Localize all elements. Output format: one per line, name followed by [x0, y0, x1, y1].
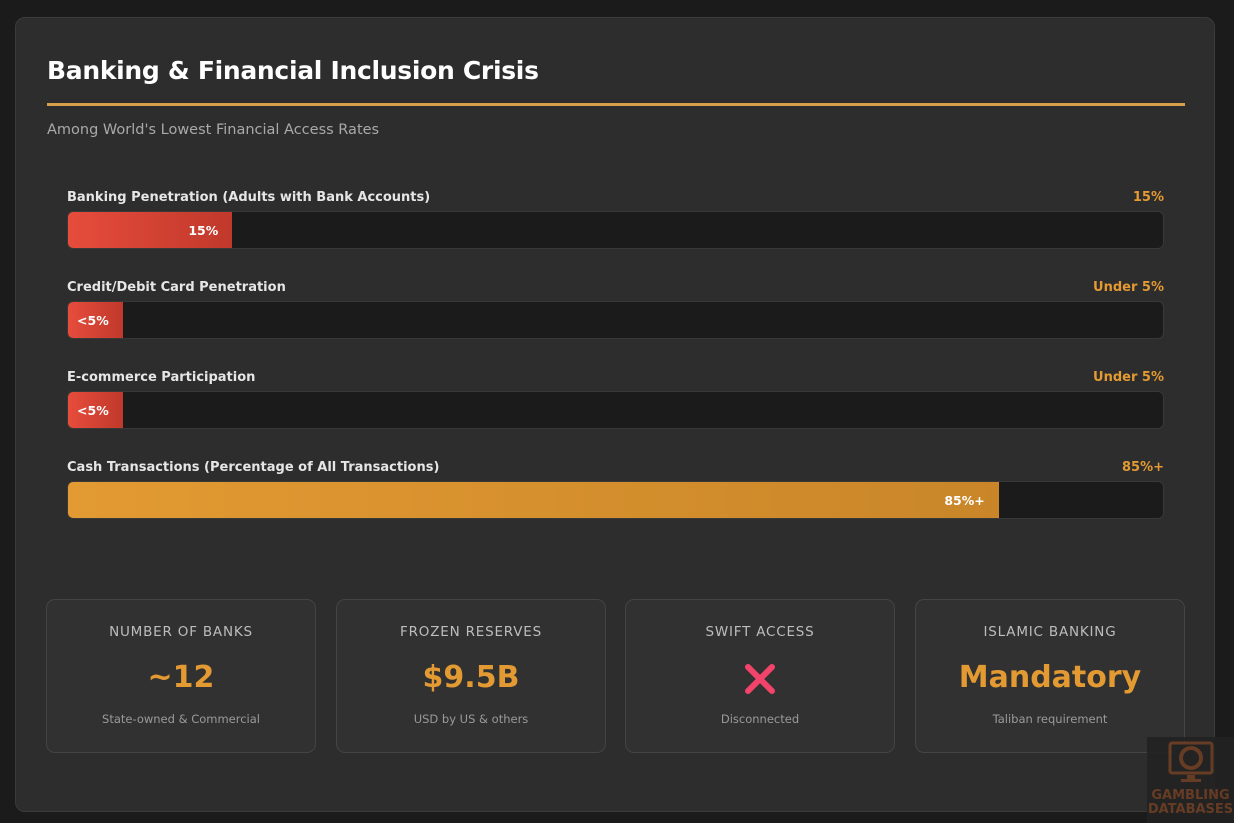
stat-desc: Taliban requirement — [992, 712, 1108, 726]
title-divider — [47, 103, 1185, 106]
progress-label: Cash Transactions (Percentage of All Tra… — [67, 460, 440, 475]
stat-desc: USD by US & others — [413, 712, 529, 726]
page-subtitle: Among World's Lowest Financial Access Ra… — [47, 122, 380, 138]
stat-frozen-reserves: FROZEN RESERVES $9.5B USD by US & others — [336, 599, 606, 753]
stat-swift-access: SWIFT ACCESS Disconnected — [625, 599, 895, 753]
stat-label: SWIFT ACCESS — [705, 624, 815, 640]
progress-fill: 85%+ — [68, 482, 999, 518]
progress-track: 85%+ — [67, 481, 1164, 519]
progress-value: Under 5% — [1093, 370, 1164, 385]
progress-label: Credit/Debit Card Penetration — [67, 280, 286, 295]
stat-islamic-banking: ISLAMIC BANKING Mandatory Taliban requir… — [915, 599, 1185, 753]
progress-track: 15% — [67, 211, 1164, 249]
progress-track: <5% — [67, 391, 1164, 429]
stat-value: Mandatory — [958, 660, 1142, 695]
stat-desc: Disconnected — [720, 712, 800, 726]
stat-number-of-banks: NUMBER OF BANKS ~12 State-owned & Commer… — [46, 599, 316, 753]
progress-value: 85%+ — [1121, 460, 1164, 475]
main-card: Banking & Financial Inclusion Crisis Amo… — [15, 17, 1215, 812]
progress-fill: 15% — [68, 212, 233, 248]
progress-track: <5% — [67, 301, 1164, 339]
watermark-logo: GAMBLING DATABASES — [1147, 737, 1234, 823]
progress-label: Banking Penetration (Adults with Bank Ac… — [67, 190, 431, 205]
stat-label: NUMBER OF BANKS — [109, 624, 253, 640]
cross-mark-icon — [626, 658, 894, 698]
stat-value: ~12 — [147, 660, 215, 695]
page-title: Banking & Financial Inclusion Crisis — [47, 56, 539, 85]
progress-fill: <5% — [68, 392, 123, 428]
progress-label: E-commerce Participation — [67, 370, 256, 385]
stat-value: $9.5B — [422, 660, 520, 695]
stat-label: FROZEN RESERVES — [400, 624, 542, 640]
stat-desc: State-owned & Commercial — [102, 712, 260, 726]
stat-label: ISLAMIC BANKING — [983, 624, 1117, 640]
progress-value: 15% — [1132, 190, 1164, 205]
progress-value: Under 5% — [1093, 280, 1164, 295]
progress-fill: <5% — [68, 302, 123, 338]
